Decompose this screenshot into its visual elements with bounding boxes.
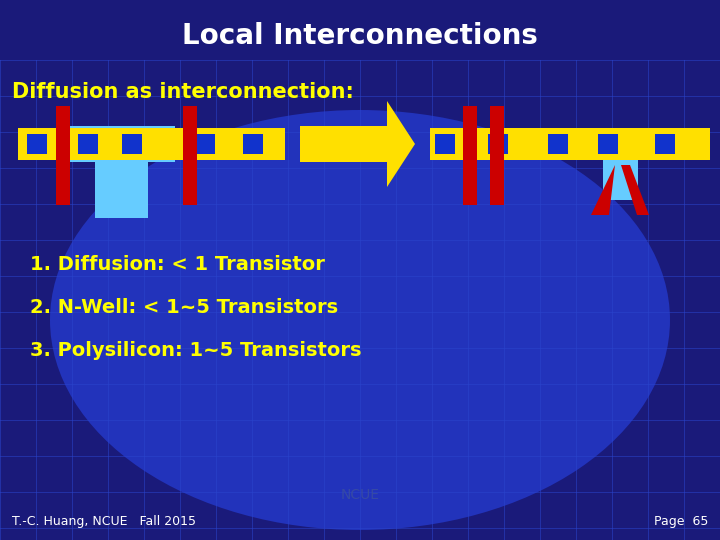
- Bar: [18, 128, 285, 160]
- Bar: [490, 106, 504, 205]
- Bar: [122, 134, 142, 154]
- Bar: [430, 128, 710, 160]
- Bar: [27, 134, 47, 154]
- Text: NCUE: NCUE: [341, 488, 379, 502]
- Polygon shape: [300, 101, 415, 187]
- Bar: [435, 134, 455, 154]
- Bar: [463, 106, 477, 205]
- Text: 2. N-Well: < 1~5 Transistors: 2. N-Well: < 1~5 Transistors: [30, 298, 338, 317]
- Bar: [56, 106, 70, 205]
- Text: T.-C. Huang, NCUE   Fall 2015: T.-C. Huang, NCUE Fall 2015: [12, 515, 196, 528]
- Bar: [598, 134, 618, 154]
- Text: Page  65: Page 65: [654, 515, 708, 528]
- Bar: [488, 134, 508, 154]
- Bar: [95, 160, 148, 218]
- Bar: [183, 106, 197, 205]
- Text: Diffusion as interconnection:: Diffusion as interconnection:: [12, 82, 354, 102]
- Bar: [548, 134, 568, 154]
- Bar: [78, 134, 98, 154]
- Bar: [655, 134, 675, 154]
- Bar: [548, 134, 568, 154]
- Text: 1. Diffusion: < 1 Transistor: 1. Diffusion: < 1 Transistor: [30, 255, 325, 274]
- Bar: [78, 134, 98, 154]
- Bar: [195, 134, 215, 154]
- Bar: [122, 134, 142, 154]
- Ellipse shape: [50, 110, 670, 530]
- Bar: [490, 106, 504, 205]
- Polygon shape: [621, 165, 649, 215]
- Text: 3. Polysilicon: 1~5 Transistors: 3. Polysilicon: 1~5 Transistors: [30, 341, 361, 360]
- Bar: [435, 134, 455, 154]
- Bar: [598, 134, 618, 154]
- Bar: [430, 128, 710, 160]
- Bar: [243, 134, 263, 154]
- Bar: [68, 126, 175, 162]
- Bar: [27, 134, 47, 154]
- Bar: [195, 134, 215, 154]
- Bar: [18, 128, 285, 160]
- Bar: [56, 106, 70, 205]
- Bar: [603, 155, 638, 200]
- Bar: [488, 134, 508, 154]
- Bar: [243, 134, 263, 154]
- Polygon shape: [591, 165, 615, 215]
- Bar: [183, 106, 197, 205]
- Bar: [655, 134, 675, 154]
- Text: Local Interconnections: Local Interconnections: [182, 22, 538, 50]
- Bar: [463, 106, 477, 205]
